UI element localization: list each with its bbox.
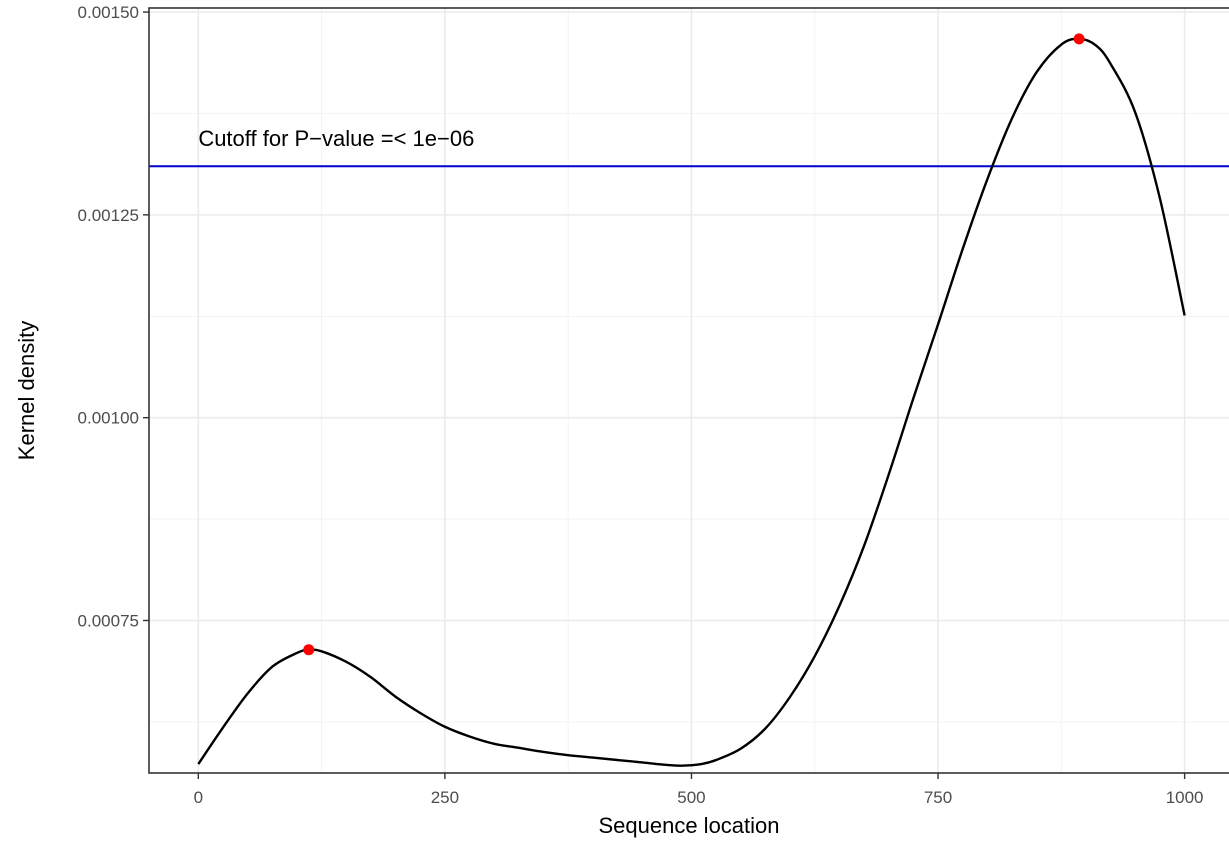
panel-border — [148, 7, 1229, 774]
peak-point — [1073, 33, 1085, 45]
y-tick-label: 0.00075 — [78, 611, 139, 630]
peak-points — [303, 33, 1085, 656]
x-tick-label: 1000 — [1166, 788, 1204, 807]
density-curve — [197, 37, 1186, 767]
cutoff-label: Cutoff for P−value =< 1e−06 — [198, 126, 474, 151]
x-axis-title: Sequence location — [598, 813, 779, 838]
x-tick-label: 250 — [431, 788, 459, 807]
x-tick-label: 0 — [194, 788, 203, 807]
y-tick-label: 0.00100 — [78, 409, 139, 428]
y-tick-label: 0.00150 — [78, 3, 139, 22]
ticks: 0 250 500 750 1000 0.00075 0.00100 0.00125 0.001… — [78, 3, 1204, 807]
x-tick-label: 500 — [677, 788, 705, 807]
y-axis-title: Kernel density — [14, 321, 39, 460]
y-tick-label: 0.00125 — [78, 206, 139, 225]
axes — [148, 7, 1229, 774]
cutoff-group: Cutoff for P−value =< 1e−06 — [149, 126, 1229, 168]
grid-lines — [149, 8, 1229, 773]
x-tick-label: 750 — [924, 788, 952, 807]
peak-point — [303, 644, 315, 656]
